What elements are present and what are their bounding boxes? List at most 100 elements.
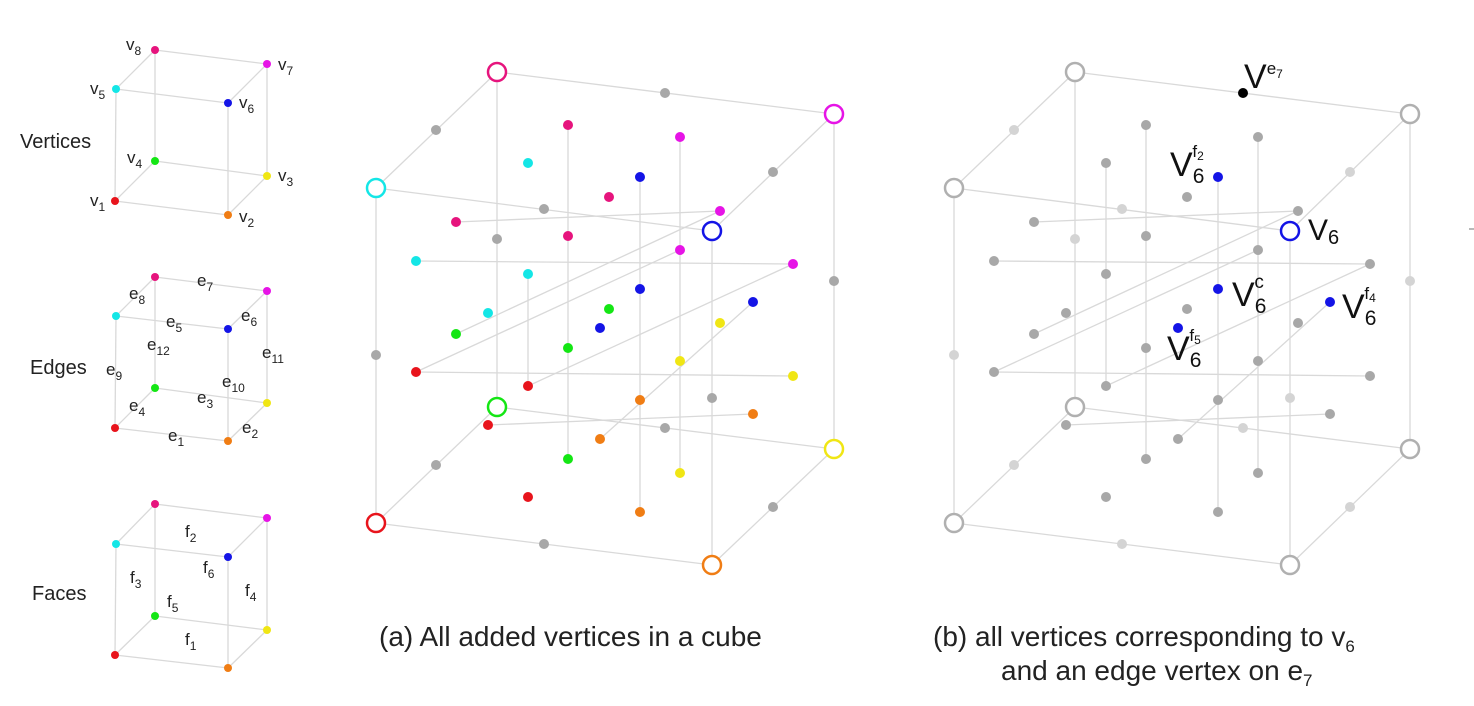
Ve7-label: Ve7 xyxy=(1244,58,1283,96)
v6-dot xyxy=(224,99,232,107)
a-v5-point xyxy=(523,158,533,168)
b-edge-point xyxy=(1285,393,1295,403)
a-edge-point xyxy=(539,539,549,549)
a-corner-v3 xyxy=(823,438,845,460)
b-gray-point xyxy=(1061,308,1071,318)
a-v8-point xyxy=(563,231,573,241)
a-edge-point xyxy=(768,502,778,512)
v8-dot xyxy=(151,46,159,54)
V6f2-label: V6f2 xyxy=(1170,142,1204,188)
a-v2-point xyxy=(635,507,645,517)
a-corner-v8 xyxy=(486,61,508,83)
v5-dot xyxy=(112,85,120,93)
v8-label: v8 xyxy=(126,35,142,58)
b-gray-point xyxy=(1253,468,1263,478)
edges-v1-dot xyxy=(111,424,119,432)
f3-label: f3 xyxy=(130,568,142,591)
b-corner xyxy=(1064,61,1086,83)
e2-label: e2 xyxy=(242,418,258,441)
b-edge-point xyxy=(1345,502,1355,512)
V6f5-label: V6f5 xyxy=(1167,326,1201,372)
a-edge-point xyxy=(660,88,670,98)
a-corner-v4 xyxy=(486,396,508,418)
a-v5-point xyxy=(523,269,533,279)
faces-v2-dot xyxy=(224,664,232,672)
b-edge-point xyxy=(1238,423,1248,433)
b-gray-point xyxy=(1101,269,1111,279)
a-v3-point xyxy=(788,371,798,381)
b-edge-point xyxy=(1009,125,1019,135)
a-v8-point xyxy=(604,192,614,202)
vertices-title: Vertices xyxy=(20,131,91,153)
a-v6-point xyxy=(748,297,758,307)
b-gray-point xyxy=(1213,507,1223,517)
b-gray-point xyxy=(1141,231,1151,241)
b-gray-point xyxy=(1141,343,1151,353)
a-edge-point xyxy=(431,460,441,470)
a-v4-point xyxy=(451,329,461,339)
V6f5-point xyxy=(1173,323,1183,333)
Ve7-point xyxy=(1238,88,1248,98)
a-v3-point xyxy=(675,468,685,478)
faces-v1-dot xyxy=(111,651,119,659)
a-v4-point xyxy=(604,304,614,314)
a-corner-v1 xyxy=(365,512,387,534)
cube-a: (a) All added vertices in a cube xyxy=(365,61,845,652)
b-gray-point xyxy=(1141,454,1151,464)
b-gray-point xyxy=(1365,259,1375,269)
a-v1-point xyxy=(523,492,533,502)
V6c-label: V6c xyxy=(1232,272,1266,318)
V6c-point xyxy=(1213,284,1223,294)
faces-v7-dot xyxy=(263,514,271,522)
caption-b-line2: and an edge vertex on e7 xyxy=(1001,655,1312,690)
b-gray-point xyxy=(1182,304,1192,314)
a-edge-point xyxy=(660,423,670,433)
b-corner xyxy=(1399,103,1421,125)
b-gray-point xyxy=(1365,371,1375,381)
b-gray-point xyxy=(1182,192,1192,202)
b-edge-point xyxy=(1117,539,1127,549)
b-corner xyxy=(1279,554,1301,576)
b-gray-point xyxy=(1029,217,1039,227)
f5-label: f5 xyxy=(167,592,179,615)
a-edge-point xyxy=(539,204,549,214)
v2-dot xyxy=(224,211,232,219)
a-corner-v6 xyxy=(701,220,723,242)
edges-v7-dot xyxy=(263,287,271,295)
a-corner-v5 xyxy=(365,177,387,199)
V6f4-point xyxy=(1325,297,1335,307)
b-gray-point xyxy=(1173,434,1183,444)
b-gray-point xyxy=(1325,409,1335,419)
v5-label: v5 xyxy=(90,79,106,102)
cube-b: V6 V6c V6f2 V6f4 V6f5 Ve7 (b) all vertic… xyxy=(933,58,1421,690)
b-edge-point xyxy=(1405,276,1415,286)
faces-cube: Faces f1 f2 f3 f4 f5 f6 xyxy=(32,500,271,672)
b-gray-point xyxy=(1029,329,1039,339)
a-v6-point xyxy=(635,172,645,182)
e3-label: e3 xyxy=(197,388,213,411)
edges-v2-dot xyxy=(224,437,232,445)
b-edge-point xyxy=(949,350,959,360)
b-gray-point xyxy=(1293,318,1303,328)
faces-v3-dot xyxy=(263,626,271,634)
a-v1-point xyxy=(483,420,493,430)
edges-v6-dot xyxy=(224,325,232,333)
a-v2-point xyxy=(635,395,645,405)
a-v5-point xyxy=(483,308,493,318)
f2-label: f2 xyxy=(185,522,197,545)
b-gray-point xyxy=(1101,492,1111,502)
v3-dot xyxy=(263,172,271,180)
a-corner-v7 xyxy=(823,103,845,125)
b-corner-v6 xyxy=(1279,220,1301,242)
faces-title: Faces xyxy=(32,583,86,605)
e11-label: e11 xyxy=(262,343,284,366)
b-gray-point xyxy=(1253,132,1263,142)
a-v8-point xyxy=(451,217,461,227)
a-v1-point xyxy=(523,381,533,391)
v1-dot xyxy=(111,197,119,205)
e1-label: e1 xyxy=(168,426,184,449)
caption-a: (a) All added vertices in a cube xyxy=(379,621,762,652)
a-v7-point xyxy=(675,132,685,142)
a-v6-point xyxy=(595,323,605,333)
